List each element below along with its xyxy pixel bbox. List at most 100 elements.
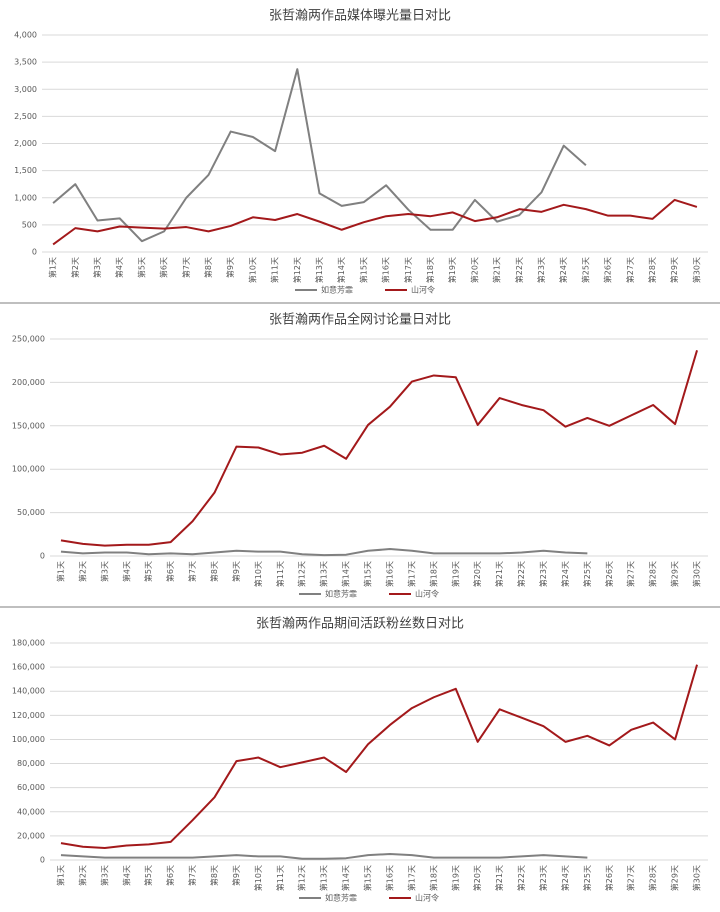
x-tick-label: 第2天	[77, 561, 87, 582]
x-tick-label: 第16天	[384, 865, 394, 891]
x-tick-label: 第6天	[165, 561, 175, 582]
x-tick-label: 第8天	[203, 257, 213, 278]
x-tick-label: 第21天	[492, 257, 502, 283]
x-tick-label: 第23天	[538, 561, 548, 587]
x-tick-label: 第21天	[494, 561, 504, 587]
x-tick-label: 第16天	[381, 257, 391, 283]
x-tick-label: 第24天	[558, 257, 568, 283]
x-tick-label: 第12天	[297, 865, 307, 891]
x-tick-label: 第28天	[647, 257, 657, 283]
y-tick-label: 0	[40, 552, 45, 561]
x-tick-label: 第4天	[121, 561, 131, 582]
x-tick-label: 第13天	[319, 561, 329, 587]
x-tick-label: 第19天	[450, 561, 460, 587]
x-tick-label: 第25天	[582, 561, 592, 587]
x-tick-label: 第24天	[560, 865, 570, 891]
x-tick-label: 第11天	[270, 257, 280, 283]
x-tick-label: 第21天	[494, 865, 504, 891]
x-tick-label: 第1天	[55, 561, 65, 582]
series-line	[52, 68, 587, 243]
x-tick-label: 第30天	[691, 257, 701, 283]
x-tick-label: 第20天	[472, 561, 482, 587]
x-tick-label: 第23天	[536, 257, 546, 283]
x-tick-label: 第11天	[275, 865, 285, 891]
legend-label: 山河令	[411, 285, 435, 295]
y-tick-label: 60,000	[17, 783, 45, 792]
chart-title: 张哲瀚两作品全网讨论量日对比	[269, 312, 451, 328]
y-tick-label: 160,000	[12, 663, 45, 672]
x-tick-label: 第9天	[231, 561, 241, 582]
x-tick-label: 第15天	[358, 257, 368, 283]
x-tick-label: 第30天	[692, 865, 702, 891]
y-tick-label: 20,000	[17, 831, 45, 840]
x-tick-label: 第7天	[187, 865, 197, 886]
legend-label: 山河令	[415, 589, 439, 599]
chart-title: 张哲瀚两作品媒体曝光量日对比	[269, 9, 451, 24]
x-tick-label: 第25天	[580, 257, 590, 283]
x-tick-label: 第27天	[626, 561, 636, 587]
y-tick-label: 120,000	[12, 711, 45, 720]
x-tick-label: 第25天	[582, 865, 592, 891]
x-tick-label: 第3天	[99, 865, 109, 886]
x-tick-label: 第2天	[77, 865, 87, 886]
y-tick-label: 500	[22, 220, 37, 229]
x-tick-label: 第26天	[604, 561, 614, 587]
y-tick-label: 150,000	[12, 421, 45, 430]
y-tick-label: 2,500	[14, 112, 37, 121]
x-tick-label: 第7天	[181, 257, 191, 278]
x-tick-label: 第11天	[275, 561, 285, 587]
x-tick-label: 第10天	[253, 561, 263, 587]
x-tick-label: 第15天	[363, 561, 373, 587]
x-tick-label: 第24天	[560, 561, 570, 587]
y-tick-label: 1,500	[14, 166, 37, 175]
legend-label: 如意芳霏	[325, 893, 357, 903]
x-tick-label: 第8天	[209, 561, 219, 582]
x-tick-label: 第7天	[187, 561, 197, 582]
y-tick-label: 0	[40, 856, 45, 865]
x-tick-label: 第19天	[450, 865, 460, 891]
series-line	[60, 664, 698, 849]
series-line	[60, 852, 588, 860]
x-tick-label: 第8天	[209, 865, 219, 886]
y-tick-label: 80,000	[17, 759, 45, 768]
x-tick-label: 第6天	[165, 865, 175, 886]
y-tick-label: 3,000	[14, 85, 37, 94]
x-tick-label: 第29天	[669, 257, 679, 283]
x-tick-label: 第26天	[604, 865, 614, 891]
x-tick-label: 第28天	[648, 865, 658, 891]
x-tick-label: 第22天	[514, 257, 524, 283]
x-tick-label: 第27天	[626, 865, 636, 891]
x-tick-label: 第12天	[292, 257, 302, 283]
legend-label: 如意芳霏	[321, 285, 353, 295]
x-tick-label: 第19天	[447, 257, 457, 283]
x-tick-label: 第18天	[428, 561, 438, 587]
x-tick-label: 第17天	[403, 257, 413, 283]
x-tick-label: 第22天	[516, 561, 526, 587]
y-tick-label: 180,000	[12, 639, 45, 648]
x-tick-label: 第6天	[159, 257, 169, 278]
y-tick-label: 50,000	[17, 508, 45, 517]
x-tick-label: 第4天	[121, 865, 131, 886]
x-tick-label: 第27天	[625, 257, 635, 283]
x-tick-label: 第18天	[425, 257, 435, 283]
x-tick-label: 第29天	[670, 561, 680, 587]
x-tick-label: 第2天	[70, 257, 80, 278]
x-tick-label: 第3天	[99, 561, 109, 582]
legend-label: 如意芳霏	[325, 589, 357, 599]
x-tick-label: 第3天	[92, 257, 102, 278]
y-tick-label: 250,000	[12, 335, 45, 344]
y-tick-label: 100,000	[12, 465, 45, 474]
x-tick-label: 第20天	[472, 865, 482, 891]
x-tick-label: 第1天	[48, 257, 58, 278]
x-tick-label: 第5天	[136, 257, 146, 278]
y-tick-label: 4,000	[14, 31, 37, 40]
y-tick-label: 40,000	[17, 807, 45, 816]
x-tick-label: 第13天	[319, 865, 329, 891]
x-tick-label: 第18天	[428, 865, 438, 891]
series-line	[60, 349, 698, 547]
x-tick-label: 第13天	[314, 257, 324, 283]
x-tick-label: 第5天	[143, 561, 153, 582]
x-tick-label: 第14天	[341, 865, 351, 891]
x-tick-label: 第14天	[336, 257, 346, 283]
